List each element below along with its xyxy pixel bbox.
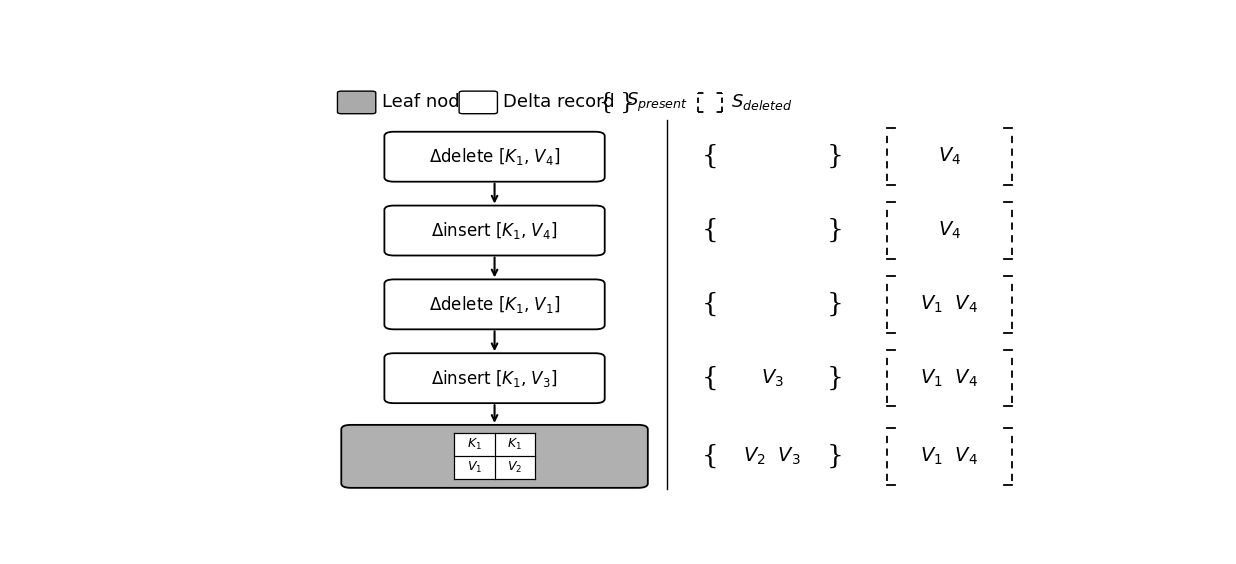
Bar — [454, 456, 494, 479]
Text: }: } — [826, 218, 843, 243]
Text: }: } — [826, 144, 843, 169]
Text: $V_4$: $V_4$ — [938, 220, 962, 241]
FancyBboxPatch shape — [384, 132, 604, 182]
Text: $\Delta$insert [$K_1$, $V_4$]: $\Delta$insert [$K_1$, $V_4$] — [431, 220, 557, 241]
FancyBboxPatch shape — [384, 353, 604, 403]
Text: $\Delta$delete [$K_1$, $V_1$]: $\Delta$delete [$K_1$, $V_1$] — [429, 294, 560, 315]
FancyBboxPatch shape — [384, 205, 604, 255]
Text: Leaf node: Leaf node — [382, 94, 470, 112]
Text: $V_1$  $V_4$: $V_1$ $V_4$ — [921, 368, 979, 389]
Bar — [454, 433, 494, 456]
Text: {: { — [702, 218, 718, 243]
Text: }: } — [826, 444, 843, 469]
Text: { }: { } — [599, 91, 634, 113]
Text: $V_2$: $V_2$ — [507, 460, 523, 475]
FancyBboxPatch shape — [341, 425, 648, 488]
Text: $V_4$: $V_4$ — [938, 146, 962, 168]
Text: $V_3$: $V_3$ — [761, 368, 784, 389]
FancyBboxPatch shape — [459, 91, 497, 114]
FancyBboxPatch shape — [337, 91, 376, 114]
Text: {: { — [702, 365, 718, 391]
Text: }: } — [826, 292, 843, 317]
Text: $\Delta$insert [$K_1$, $V_3$]: $\Delta$insert [$K_1$, $V_3$] — [431, 368, 557, 389]
Text: Delta record: Delta record — [503, 94, 614, 112]
Text: {: { — [702, 292, 718, 317]
Text: $V_1$  $V_4$: $V_1$ $V_4$ — [921, 446, 979, 467]
Text: $K_1$: $K_1$ — [467, 437, 482, 452]
Bar — [494, 433, 535, 456]
Text: $\Delta$delete [$K_1$, $V_4$]: $\Delta$delete [$K_1$, $V_4$] — [429, 146, 560, 167]
Text: {: { — [702, 144, 718, 169]
Text: $V_1$  $V_4$: $V_1$ $V_4$ — [921, 294, 979, 315]
Text: $K_1$: $K_1$ — [508, 437, 523, 452]
Text: $V_2$  $V_3$: $V_2$ $V_3$ — [743, 446, 801, 467]
Bar — [494, 456, 535, 479]
FancyBboxPatch shape — [384, 279, 604, 329]
Text: $S_{deleted}$: $S_{deleted}$ — [732, 92, 792, 112]
Text: $S_{present}$: $S_{present}$ — [625, 91, 687, 114]
Text: $V_1$: $V_1$ — [466, 460, 482, 475]
Text: }: } — [826, 365, 843, 391]
Text: {: { — [702, 444, 718, 469]
